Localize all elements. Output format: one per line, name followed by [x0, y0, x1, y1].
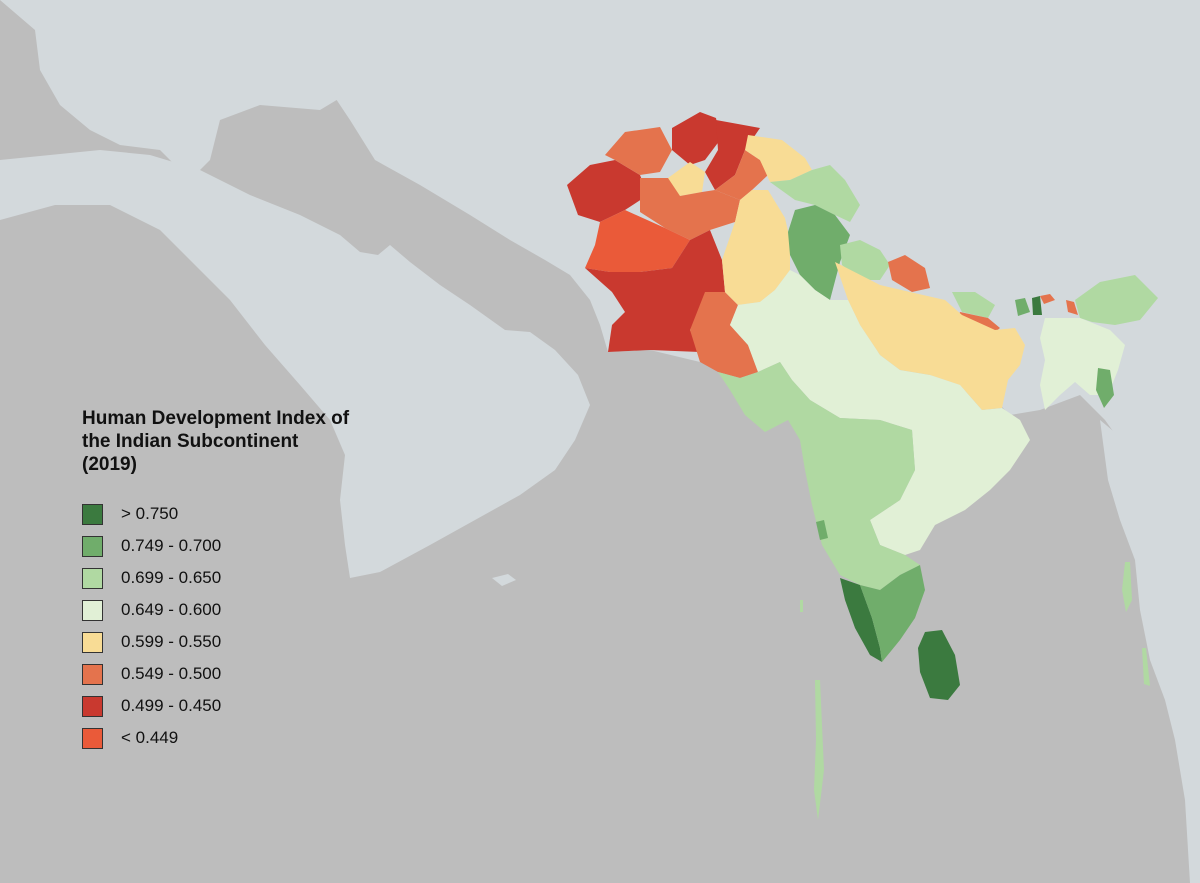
gujarat-west-deccan — [718, 362, 920, 590]
legend-items: > 0.750 0.749 - 0.700 0.699 - 0.650 0.64… — [82, 498, 402, 754]
legend-item-label: 0.549 - 0.500 — [121, 664, 222, 683]
legend-title-line: Human Development Index of — [82, 408, 350, 429]
bhutan-red-bit — [1040, 294, 1055, 304]
legend-item: 0.549 - 0.500 — [82, 658, 402, 690]
sri-lanka — [918, 630, 960, 700]
andaman-islands — [1122, 562, 1132, 612]
afghanistan-south — [640, 178, 740, 240]
khyber-pakhtunkhwa — [715, 150, 768, 200]
tamil-nadu — [860, 565, 925, 662]
lakshadweep-islands — [800, 600, 803, 612]
nicobar-islands — [1142, 648, 1150, 686]
legend-title-line: the Indian Subcontinent — [82, 431, 299, 452]
legend-item-label: 0.499 - 0.450 — [121, 696, 222, 715]
legend: Human Development Index of the Indian Su… — [82, 407, 402, 754]
punjab-pakistan — [722, 190, 790, 305]
uttar-pradesh-bihar — [835, 262, 1025, 410]
legend-item: 0.699 - 0.650 — [82, 562, 402, 594]
mizoram — [1096, 368, 1114, 408]
legend-item: 0.499 - 0.450 — [82, 690, 402, 722]
bhutan-bit — [1032, 296, 1042, 315]
balochistan — [585, 230, 725, 352]
legend-item-label: < 0.449 — [121, 728, 179, 747]
legend-swatch — [82, 599, 103, 621]
legend-item-label: 0.649 - 0.600 — [121, 600, 222, 619]
afghanistan-west — [567, 160, 648, 222]
afghanistan-east — [705, 120, 760, 190]
punjab-haryana-india — [788, 205, 850, 300]
legend-item-label: 0.699 - 0.650 — [121, 568, 222, 587]
legend-swatch — [82, 663, 103, 685]
afghanistan-northeast — [672, 112, 720, 165]
legend-item: > 0.750 — [82, 498, 402, 530]
maldives-islands — [814, 680, 824, 820]
legend-item-label: > 0.750 — [121, 504, 179, 523]
gilgit-baltistan — [745, 135, 812, 182]
goa — [816, 520, 828, 540]
legend-item-label: 0.749 - 0.700 — [121, 536, 222, 555]
afghanistan-north — [605, 127, 672, 175]
sindh — [690, 292, 758, 378]
legend-swatch — [82, 631, 103, 653]
legend-swatch — [82, 567, 103, 589]
legend-item: 0.599 - 0.550 — [82, 626, 402, 658]
legend-item-label: 0.599 - 0.550 — [121, 632, 222, 651]
legend-item: < 0.449 — [82, 722, 402, 754]
caspian-area-land — [0, 0, 345, 180]
legend-swatch — [82, 695, 103, 717]
socotra-island — [492, 574, 516, 586]
sikkim — [1015, 298, 1030, 316]
legend-swatch — [82, 535, 103, 557]
afghanistan-kandahar — [585, 210, 690, 272]
kerala — [840, 578, 882, 662]
legend-title: Human Development Index of the Indian Su… — [82, 407, 402, 476]
legend-swatch — [82, 727, 103, 749]
legend-title-line: (2019) — [82, 454, 137, 475]
legend-item: 0.749 - 0.700 — [82, 530, 402, 562]
legend-swatch — [82, 503, 103, 525]
nepal-border-strip — [958, 312, 1000, 332]
nepal-east — [952, 292, 995, 318]
southeast-asia-land — [1100, 420, 1200, 883]
northeast-small-red — [1066, 300, 1078, 315]
rajasthan-central-india — [730, 270, 1030, 555]
nepal-west — [888, 255, 930, 292]
arunachal-assam — [1075, 275, 1158, 325]
uttarakhand — [840, 240, 890, 280]
jammu-ladakh — [770, 165, 860, 222]
malay-fragment — [1172, 700, 1200, 760]
arabian-peninsula — [0, 150, 590, 578]
legend-item: 0.649 - 0.600 — [82, 594, 402, 626]
